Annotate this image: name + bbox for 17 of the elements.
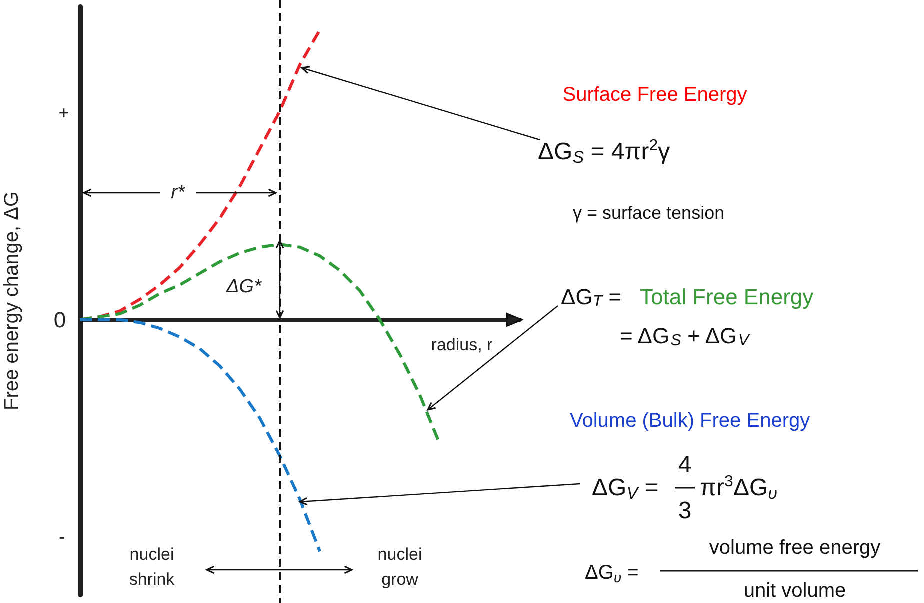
annotation: r* (171, 182, 186, 204)
text: - (59, 527, 65, 547)
annotation: radius, r (431, 336, 494, 354)
y-axis-title: Free energy change, ΔG (1, 191, 23, 411)
text: 3 (678, 498, 692, 524)
text: Total Free Energy (640, 284, 814, 310)
text: 0 (54, 308, 66, 332)
annotation: nuclei shrink (129, 545, 176, 589)
text: + (58, 103, 70, 123)
text: γ = surface tension (573, 203, 725, 223)
text: 4 (678, 452, 692, 478)
text: Surface Free Energy (562, 84, 748, 106)
annotation: ΔG* (226, 276, 262, 298)
text: Volume (Bulk) Free Energy (570, 410, 810, 432)
text: unit volume (744, 580, 846, 602)
text: volume free energy (709, 537, 881, 559)
annotation: nuclei grow (378, 545, 422, 589)
